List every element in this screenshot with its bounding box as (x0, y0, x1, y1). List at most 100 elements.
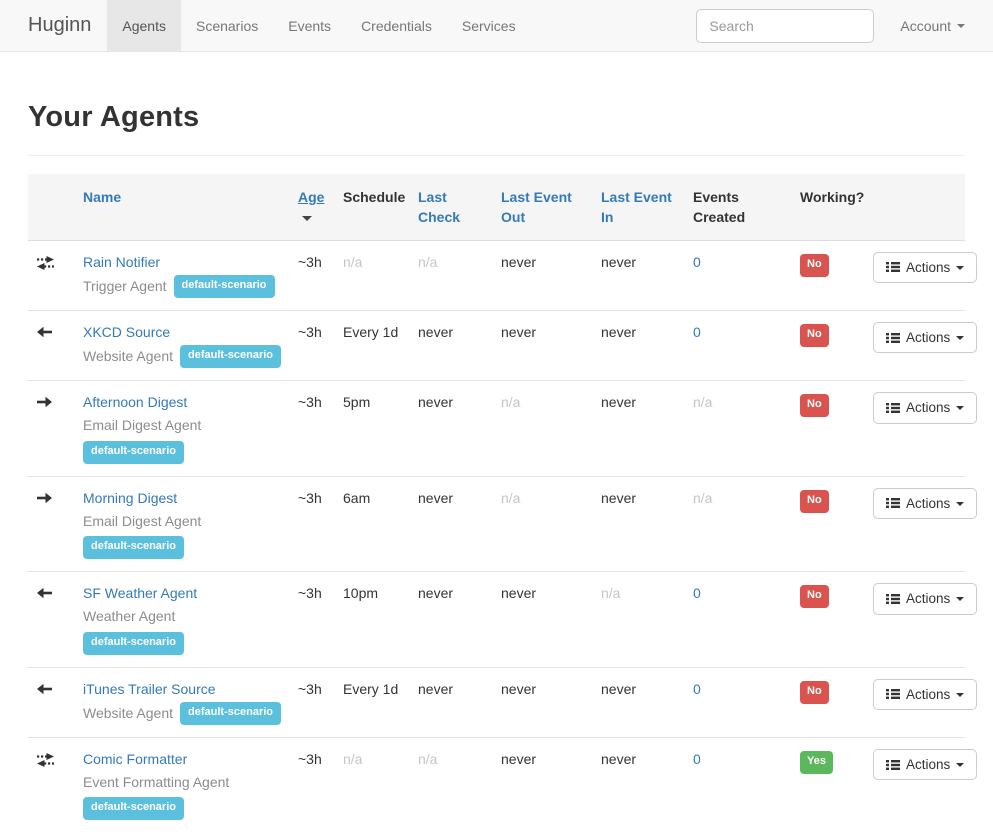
table-row: Rain Notifier Trigger Agent default-scen… (28, 240, 978, 310)
agent-events-created[interactable]: 0 (685, 571, 792, 668)
agent-last-check: never (410, 309, 493, 381)
nav-item-scenarios[interactable]: Scenarios (195, 17, 259, 34)
agent-last-check: n/a (410, 736, 493, 832)
agents-table-body: Rain Notifier Trigger Agent default-scen… (28, 240, 978, 832)
actions-button-label: Actions (906, 495, 951, 511)
agent-age: ~3h (290, 571, 335, 668)
agent-last-event-in: n/a (593, 571, 685, 668)
working-badge: No (800, 680, 829, 704)
agent-last-event-out: never (493, 571, 593, 668)
scenario-badge[interactable]: default-scenario (180, 345, 281, 369)
agent-name-link[interactable]: Comic Formatter (83, 750, 188, 767)
agent-last-event-in: never (601, 253, 637, 270)
chevron-down-icon (956, 763, 965, 768)
chevron-down-icon (956, 336, 965, 341)
actions-button[interactable]: Actions (873, 678, 978, 711)
agent-name-link[interactable]: Rain Notifier (83, 253, 161, 270)
scenario-badge[interactable]: default-scenario (180, 701, 281, 725)
list-icon (886, 402, 900, 414)
list-icon (886, 593, 900, 605)
table-row: XKCD Source Website Agent default-scenar… (28, 309, 978, 381)
working-badge: No (800, 585, 829, 609)
scenario-badge[interactable]: default-scenario (83, 631, 184, 655)
table-row: Morning Digest Email Digest Agent defaul… (28, 475, 978, 572)
top-navbar: Huginn Agents Scenarios Events Credentials S… (0, 0, 993, 52)
scenario-badge[interactable]: default-scenario (173, 274, 275, 298)
agent-age: ~3h (290, 380, 335, 477)
account-label: Account (900, 17, 951, 34)
agent-last-event-out: never (493, 309, 593, 381)
working-badge: Yes (800, 750, 833, 774)
chevron-down-icon (956, 406, 965, 411)
search-input[interactable] (696, 8, 875, 43)
nav-item-events[interactable]: Events (288, 17, 332, 34)
agent-events-created[interactable]: 0 (685, 666, 792, 738)
agent-events-created: n/a (685, 475, 792, 572)
agents-table: Name Age Schedule Last Check Last Event … (28, 174, 978, 832)
arrow-left-icon (36, 683, 53, 695)
agent-name-link[interactable]: SF Weather Agent (83, 585, 198, 602)
actions-button-label: Actions (906, 329, 951, 345)
sort-desc-icon (302, 216, 312, 222)
actions-button[interactable]: Actions (873, 487, 978, 520)
agent-last-event-in: never (593, 309, 685, 381)
actions-button[interactable]: Actions (873, 251, 978, 284)
transfer-icon (36, 255, 55, 270)
arrow-right-icon (36, 492, 53, 504)
agent-events-created: n/a (685, 380, 792, 477)
scenario-badge[interactable]: default-scenario (83, 536, 184, 560)
agent-schedule: 5pm (335, 380, 410, 477)
agent-name-link[interactable]: Morning Digest (83, 489, 178, 506)
agent-last-event-in: never (593, 736, 685, 832)
agent-events-created[interactable]: 0 (685, 736, 792, 832)
header-icon-column (28, 174, 75, 241)
header-name[interactable]: Name (83, 189, 122, 205)
agent-events-created[interactable]: 0 (693, 253, 701, 270)
agent-age: ~3h (290, 309, 335, 381)
nav-item-services[interactable]: Services (461, 17, 516, 34)
header-last-event-in[interactable]: Last Event In (601, 189, 672, 226)
main-content: Your Agents Name Age Schedule Last Check… (0, 101, 993, 832)
agent-type-label: Weather Agent (83, 608, 176, 625)
actions-button[interactable]: Actions (873, 392, 978, 424)
actions-button[interactable]: Actions (873, 748, 978, 781)
brand-huginn[interactable]: Huginn (28, 14, 92, 36)
agent-type-label: Event Formatting Agent (83, 774, 230, 791)
agent-name-link[interactable]: XKCD Source (83, 323, 171, 340)
actions-button-label: Actions (906, 591, 951, 607)
actions-button-label: Actions (906, 400, 951, 416)
working-badge: No (800, 323, 829, 347)
header-working: Working? (800, 189, 865, 205)
nav-item-credentials[interactable]: Credentials (361, 17, 432, 34)
agent-schedule: n/a (335, 736, 410, 832)
scenario-badge[interactable]: default-scenario (83, 440, 184, 464)
arrow-right-icon (36, 396, 53, 408)
arrow-left-icon (36, 326, 53, 338)
header-schedule: Schedule (343, 189, 406, 205)
agent-schedule: Every 1d (335, 666, 410, 738)
agent-name-link[interactable]: Afternoon Digest (83, 394, 188, 411)
actions-button-label: Actions (906, 259, 951, 275)
table-header-row: Name Age Schedule Last Check Last Event … (28, 174, 965, 241)
agent-name-link[interactable]: iTunes Trailer Source (83, 680, 216, 697)
transfer-icon (36, 752, 55, 767)
list-icon (886, 497, 900, 509)
header-last-event-out[interactable]: Last Event Out (501, 189, 572, 226)
header-age[interactable]: Age (298, 189, 325, 205)
nav-item-agents[interactable]: Agents (107, 0, 181, 51)
working-badge: No (800, 253, 829, 277)
scenario-badge[interactable]: default-scenario (83, 797, 184, 821)
header-actions-column (865, 174, 965, 241)
agent-events-created[interactable]: 0 (685, 309, 792, 381)
actions-button[interactable]: Actions (873, 583, 978, 615)
agent-last-event-out: never (501, 253, 537, 270)
title-divider (28, 155, 965, 156)
list-icon (886, 332, 900, 344)
list-icon (886, 759, 900, 771)
account-menu[interactable]: Account (900, 18, 965, 34)
agent-last-check: never (410, 666, 493, 738)
agent-last-event-out: n/a (493, 380, 593, 477)
actions-button[interactable]: Actions (873, 321, 978, 354)
header-last-check[interactable]: Last Check (418, 189, 461, 226)
chevron-down-icon (956, 265, 965, 270)
